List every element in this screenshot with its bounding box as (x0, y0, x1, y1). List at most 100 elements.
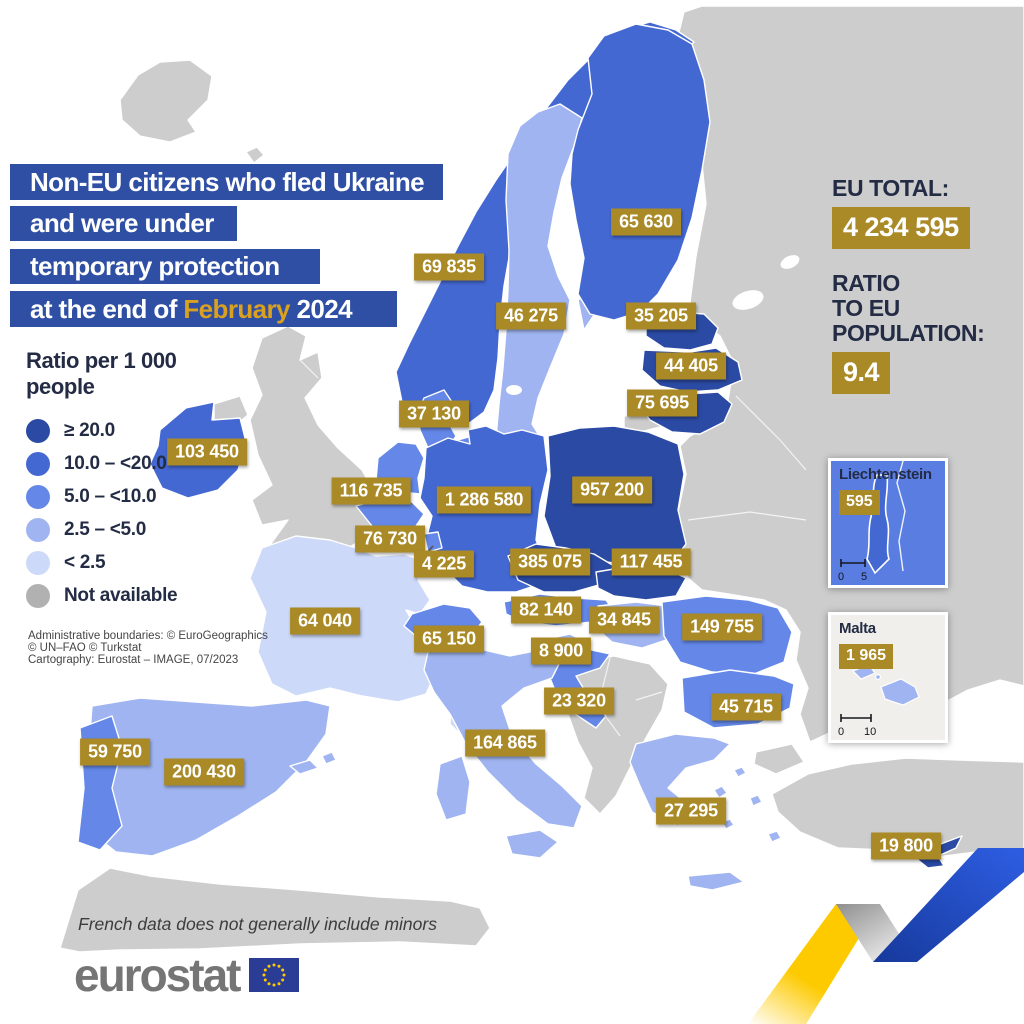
value-label-poland: 957 200 (572, 476, 652, 504)
map-balearics (289, 751, 337, 775)
legend-row-c510: 5.0 – <10.0 (26, 480, 177, 513)
ukraine-ribbon (748, 848, 1024, 1024)
ratio-label: RATIO TO EU POPULATION: (832, 270, 985, 346)
legend-label-lt25: < 2.5 (64, 551, 106, 573)
ratio-label-line2: TO EU (832, 295, 900, 321)
value-label-germany: 1 286 580 (436, 486, 532, 514)
legend-row-c255: 2.5 – <5.0 (26, 513, 177, 546)
legend: Ratio per 1 000 people ≥ 20.0 10.0 – <20.… (26, 348, 178, 612)
legend-label-na: Not available (64, 584, 178, 606)
value-label-france: 64 040 (290, 607, 360, 635)
legend-label-c255: 2.5 – <5.0 (64, 518, 147, 540)
value-label-slovakia: 117 455 (611, 548, 691, 576)
value-label-romania: 149 755 (682, 613, 762, 641)
malta-title: Malta (839, 620, 876, 637)
title-bar-4: at the end of February 2024 (10, 291, 397, 327)
value-label-slovenia: 8 900 (530, 637, 592, 665)
value-label-belgium: 76 730 (355, 525, 425, 553)
value-label-lithuania: 75 695 (627, 389, 697, 417)
map-north-africa (59, 867, 491, 953)
title-line-2: and were under (30, 208, 214, 238)
legend-swatch-c1020 (26, 451, 50, 476)
map-turkey-thrace (753, 743, 805, 775)
legend-swatch-c255 (26, 517, 50, 542)
legend-title-line2: people (26, 374, 95, 399)
ratio-label-line3: POPULATION: (832, 320, 985, 346)
legend-row-na: Not available (26, 579, 178, 612)
lakes (506, 255, 800, 395)
value-label-norway: 69 835 (414, 253, 484, 281)
footnote-line3: Cartography: Eurostat – IMAGE, 07/2023 (28, 654, 239, 666)
value-label-greece: 27 295 (656, 797, 726, 825)
value-label-croatia: 23 320 (544, 687, 614, 715)
liechtenstein-scale-min: 0 (838, 571, 844, 583)
eu-total-value-badge: 4 234 595 (832, 207, 970, 249)
malta-inset: 0 10 Malta 1 965 (828, 612, 948, 743)
value-label-cyprus: 19 800 (871, 832, 941, 860)
footnote-line2: © UN–FAO © Turkstat (28, 642, 142, 654)
value-label-sweden: 46 275 (496, 302, 566, 330)
legend-swatch-c510 (26, 484, 50, 509)
value-label-spain: 200 430 (164, 758, 244, 786)
title-line-3: temporary protection (30, 251, 280, 281)
malta-scalebar (840, 714, 872, 722)
liechtenstein-neighbor-border (896, 461, 906, 572)
value-label-italy: 164 865 (465, 729, 545, 757)
title-month-highlight: February (183, 293, 290, 324)
map-aegean-islands (713, 766, 782, 843)
legend-swatch-ge20 (26, 418, 50, 443)
ribbon-yellow-band (748, 904, 880, 1024)
value-label-portugal: 59 750 (80, 738, 150, 766)
map-faroe (245, 146, 265, 164)
map-sicily (505, 829, 559, 859)
liechtenstein-value-badge: 595 (839, 490, 880, 515)
malta-inset-map: 0 10 (838, 664, 920, 738)
value-label-ireland: 103 450 (167, 438, 247, 466)
legend-swatch-lt25 (26, 550, 50, 575)
value-label-switzerland: 65 150 (414, 625, 484, 653)
title-line-4-prefix: at the end of (30, 293, 184, 324)
title-line-4-suffix: 2024 (289, 293, 352, 324)
legend-rows: ≥ 20.0 10.0 – <20.0 5.0 – <10.0 2.5 – <5.0 <… (26, 414, 178, 612)
legend-label-c510: 5.0 – <10.0 (64, 485, 157, 507)
value-label-czechia: 385 075 (510, 548, 590, 576)
value-label-luxembourg: 4 225 (413, 550, 475, 578)
malta-islands (851, 664, 920, 706)
liechtenstein-scalebar (840, 559, 866, 567)
legend-title-line1: Ratio per 1 000 (26, 348, 177, 373)
boundaries-footnote: Administrative boundaries: © EuroGeograp… (28, 630, 268, 666)
liechtenstein-title: Liechtenstein (839, 466, 932, 483)
liechtenstein-inset: 0 5 Liechtenstein 595 (828, 458, 948, 588)
title-bar-2: and were under (10, 206, 237, 241)
map-sweden (495, 103, 583, 459)
malta-scale-min: 0 (838, 726, 844, 738)
map-crete (687, 871, 745, 891)
map-sardinia (435, 755, 471, 821)
title-line-1: Non-EU citizens who fled Ukraine (30, 166, 425, 197)
legend-row-lt25: < 2.5 (26, 546, 177, 579)
ribbon-blue-band (873, 848, 1024, 962)
legend-label-ge20: ≥ 20.0 (64, 419, 115, 441)
legend-label-c1020: 10.0 – <20.0 (64, 452, 167, 474)
value-label-estonia: 35 205 (626, 302, 696, 330)
value-label-austria: 82 140 (511, 596, 581, 624)
value-label-latvia: 44 405 (656, 352, 726, 380)
legend-title: Ratio per 1 000 people (26, 348, 177, 400)
map-uk (249, 325, 383, 553)
value-label-finland: 65 630 (611, 208, 681, 236)
french-data-note: French data does not generally include m… (78, 914, 437, 934)
value-label-hungary: 34 845 (589, 606, 659, 634)
map-luxembourg (423, 531, 443, 553)
footnote-line1: Administrative boundaries: © EuroGeograp… (28, 630, 268, 642)
eurostat-logo: eurostat (74, 949, 300, 1001)
gray-internal-borders (299, 359, 807, 737)
title-bar-1: Non-EU citizens who fled Ukraine (10, 164, 443, 200)
map-iceland (119, 59, 213, 143)
eurostat-wordmark: eurostat (74, 949, 241, 1001)
malta-value-badge: 1 965 (839, 644, 894, 669)
value-label-denmark: 37 130 (399, 400, 469, 428)
ratio-label-line1: RATIO (832, 270, 900, 296)
map-finland (569, 23, 711, 321)
legend-row-c1020: 10.0 – <20.0 (26, 447, 177, 480)
